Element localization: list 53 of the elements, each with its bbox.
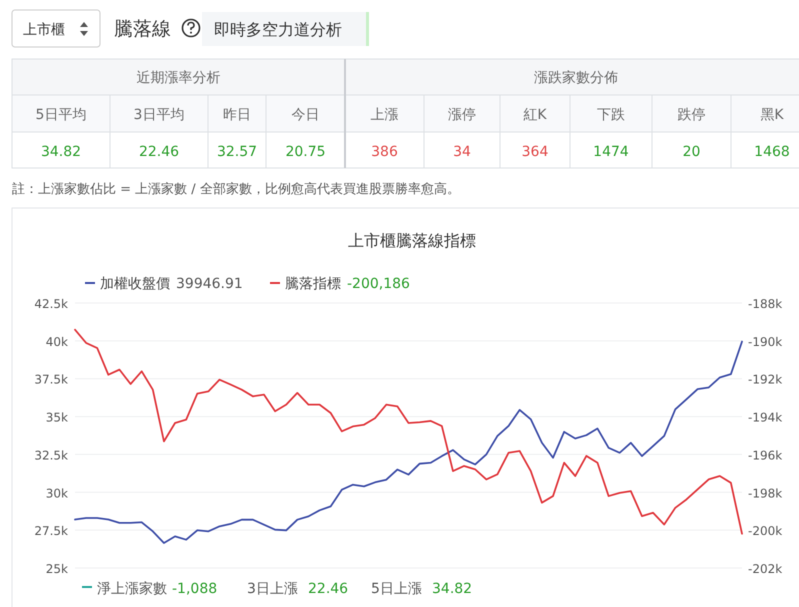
category-label: 今日: [292, 107, 320, 123]
category-label: 漲停: [448, 107, 476, 123]
y2-tick-label: -196k: [748, 448, 782, 462]
y2-tick-label: -194k: [748, 410, 782, 425]
text: 即時多空力道分析: [214, 20, 342, 39]
y2-tick-label: -198k: [748, 486, 782, 500]
y-tick-label: 40k: [46, 334, 68, 349]
category-label: 黑K: [760, 107, 784, 123]
text: -200,186: [347, 276, 410, 292]
category-label: 上漲: [370, 107, 398, 123]
y-tick-label: 35k: [46, 410, 68, 425]
y-tick-label: 37.5k: [34, 372, 68, 387]
text: 漲跌家數分佈: [534, 70, 618, 86]
y-tick-label: 32.5k: [34, 448, 68, 462]
legend-label: 騰落指標: [285, 276, 341, 292]
category-label: 3日平均: [134, 107, 184, 123]
data-label: 1474: [593, 144, 629, 160]
text: 騰落線: [114, 18, 171, 40]
data-label: 1468: [754, 144, 790, 160]
text: 39946.91: [176, 276, 243, 292]
text: 3日上漲: [247, 581, 298, 597]
category-label: 紅K: [523, 107, 548, 123]
y-tick-label: 27.5k: [34, 524, 68, 538]
data-label: 364: [522, 144, 548, 160]
legend-label: 加權收盤價: [100, 276, 170, 292]
text: 淨上漲家數: [97, 581, 167, 597]
text: -1,088: [172, 581, 218, 597]
y-tick-label: 25k: [46, 562, 68, 576]
y2-tick-label: -200k: [748, 524, 782, 538]
data-label: 34: [453, 144, 471, 160]
category-label: 5日平均: [36, 107, 86, 123]
data-label: 20.75: [285, 144, 326, 160]
data-label: 32.57: [216, 144, 258, 160]
text: 34.82: [432, 581, 472, 597]
data-label: 22.46: [138, 144, 180, 160]
y-tick-label: 30k: [46, 486, 68, 500]
y-tick-label: 42.5k: [34, 297, 68, 311]
category-label: 昨日: [223, 107, 251, 123]
text: 上市櫃: [23, 22, 65, 38]
text: 5日上漲: [371, 581, 422, 597]
y2-tick-label: -190k: [748, 334, 782, 349]
category-label: 下跌: [597, 107, 625, 123]
category-label: 跌停: [678, 107, 706, 123]
y2-tick-label: -192k: [748, 372, 782, 387]
y2-tick-label: -188k: [748, 297, 782, 311]
chart-title: 上市櫃騰落線指標: [348, 231, 476, 250]
text: 註：上漲家數佔比 = 上漲家數 / 全部家數，比例愈高代表買進股票勝率愈高。: [12, 181, 460, 197]
data-label: 386: [371, 144, 398, 160]
data-label: 20: [682, 144, 700, 160]
y2-tick-label: -202k: [748, 562, 782, 576]
data-label: 34.82: [40, 144, 82, 160]
text: 22.46: [308, 581, 348, 597]
text: 近期漲率分析: [136, 70, 220, 86]
